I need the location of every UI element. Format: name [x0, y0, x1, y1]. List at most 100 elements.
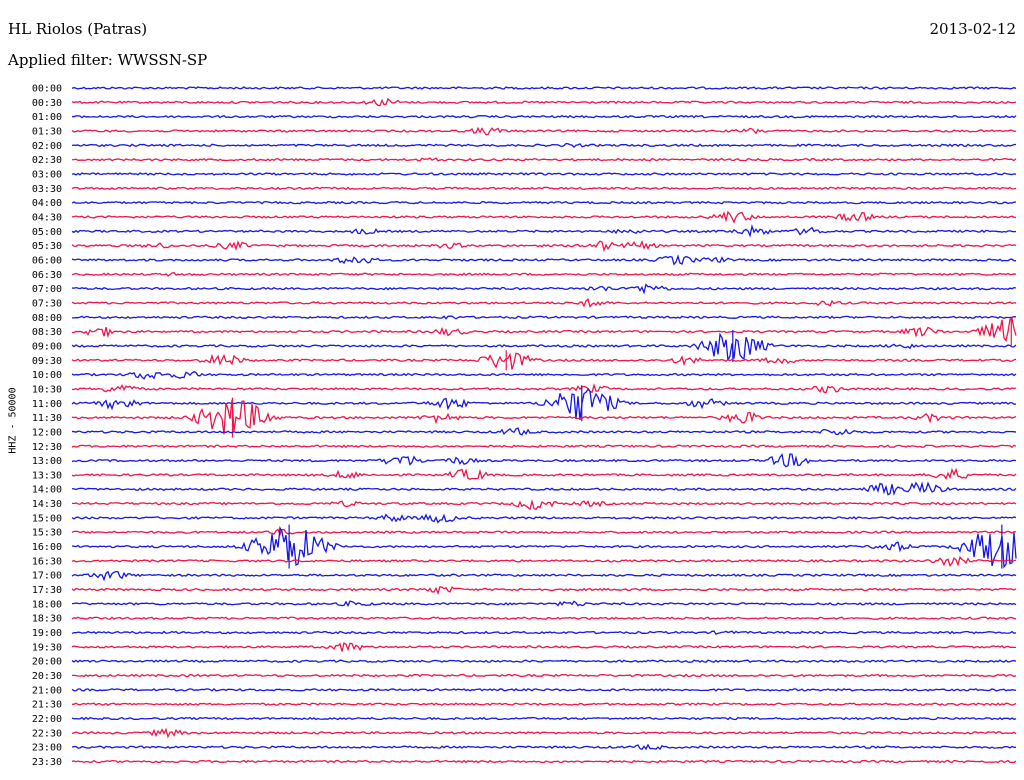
row-time-label: 09:00 — [32, 341, 62, 352]
row-time-label: 09:30 — [32, 356, 62, 367]
row-time-label: 06:00 — [32, 255, 62, 266]
trace-line — [71, 317, 1017, 343]
trace-line — [71, 399, 1017, 435]
row-time-label: 12:00 — [32, 427, 62, 438]
row-time-label: 10:00 — [32, 370, 62, 381]
trace-line — [71, 702, 1017, 707]
trace-line — [71, 659, 1017, 663]
row-time-label: 11:30 — [32, 413, 62, 424]
row-time-label: 12:30 — [32, 442, 62, 453]
trace-line — [71, 298, 1017, 308]
row-time-label: 04:30 — [32, 212, 62, 223]
trace-line — [71, 200, 1017, 205]
trace-line — [71, 271, 1017, 277]
trace-line — [71, 499, 1017, 511]
trace-line — [71, 239, 1017, 253]
row-time-label: 00:30 — [32, 98, 62, 109]
row-time-label: 13:30 — [32, 470, 62, 481]
row-time-label: 13:00 — [32, 456, 62, 467]
trace-line — [71, 743, 1017, 751]
row-time-label: 20:30 — [32, 671, 62, 682]
trace-line — [71, 630, 1017, 635]
trace-line — [71, 352, 1017, 370]
row-time-label: 07:00 — [32, 284, 62, 295]
trace-line — [71, 283, 1017, 295]
filter-label: Applied filter: WWSSN-SP — [8, 51, 208, 69]
row-time-label: 14:00 — [32, 485, 62, 496]
trace-line — [71, 555, 1017, 567]
trace-line — [71, 525, 1017, 569]
trace-line — [71, 142, 1017, 149]
row-time-label: 16:00 — [32, 542, 62, 553]
trace-line — [71, 528, 1017, 537]
row-time-label: 15:30 — [32, 528, 62, 539]
trace-line — [71, 616, 1017, 621]
trace-line — [71, 585, 1017, 596]
row-time-label: 16:30 — [32, 556, 62, 567]
row-time-label: 20:00 — [32, 657, 62, 668]
trace-line — [71, 600, 1017, 608]
trace-line — [71, 332, 1017, 361]
trace-line — [71, 673, 1017, 678]
row-time-label: 00:00 — [32, 84, 62, 95]
trace-line — [71, 186, 1017, 191]
row-time-label: 01:30 — [32, 126, 62, 137]
trace-line — [71, 383, 1017, 394]
trace-line — [71, 370, 1017, 380]
row-time-label: 21:00 — [32, 685, 62, 696]
row-time-label: 02:00 — [32, 141, 62, 152]
trace-line — [71, 570, 1017, 582]
row-time-label: 18:00 — [32, 599, 62, 610]
trace-line — [71, 716, 1017, 721]
trace-line — [71, 224, 1017, 238]
trace-line — [71, 427, 1017, 436]
row-time-label: 22:30 — [32, 728, 62, 739]
trace-line — [71, 210, 1017, 224]
trace-line — [71, 759, 1017, 764]
trace-line — [71, 513, 1017, 524]
trace-line — [71, 172, 1017, 176]
trace-line — [71, 126, 1017, 136]
row-time-label: 17:00 — [32, 571, 62, 582]
trace-line — [71, 157, 1017, 162]
row-time-label: 01:00 — [32, 112, 62, 123]
trace-line — [71, 727, 1017, 739]
row-time-label: 23:00 — [32, 743, 62, 754]
row-time-label: 21:30 — [32, 700, 62, 711]
row-time-label: 11:00 — [32, 399, 62, 410]
trace-line — [71, 687, 1017, 692]
station-title: HL Riolos (Patras) — [8, 20, 148, 38]
date-label: 2013-02-12 — [929, 20, 1016, 38]
row-time-label: 23:30 — [32, 757, 62, 768]
row-time-label: 18:30 — [32, 614, 62, 625]
trace-line — [71, 467, 1017, 481]
trace-line — [71, 452, 1017, 468]
row-time-label: 02:30 — [32, 155, 62, 166]
trace-line — [71, 97, 1017, 107]
row-time-label: 10:30 — [32, 384, 62, 395]
row-time-label: 03:00 — [32, 169, 62, 180]
row-time-label: 08:00 — [32, 313, 62, 324]
trace-line — [72, 315, 1017, 320]
row-time-label: 03:30 — [32, 184, 62, 195]
trace-line — [71, 388, 1017, 420]
row-time-label: 08:30 — [32, 327, 62, 338]
row-time-label: 07:30 — [32, 298, 62, 309]
trace-line — [71, 254, 1017, 266]
row-time-label: 14:30 — [32, 499, 62, 510]
trace-line — [71, 641, 1017, 652]
row-time-label: 04:00 — [32, 198, 62, 209]
row-time-label: 19:30 — [32, 642, 62, 653]
row-time-label: 05:30 — [32, 241, 62, 252]
trace-line — [71, 481, 1017, 496]
row-time-label: 15:00 — [32, 513, 62, 524]
trace-line — [71, 444, 1017, 449]
row-time-label: 17:30 — [32, 585, 62, 596]
trace-line — [71, 86, 1017, 90]
row-time-label: 19:00 — [32, 628, 62, 639]
row-time-label: 05:00 — [32, 227, 62, 238]
trace-line — [71, 114, 1017, 119]
row-time-label: 22:00 — [32, 714, 62, 725]
row-time-label: 06:30 — [32, 270, 62, 281]
